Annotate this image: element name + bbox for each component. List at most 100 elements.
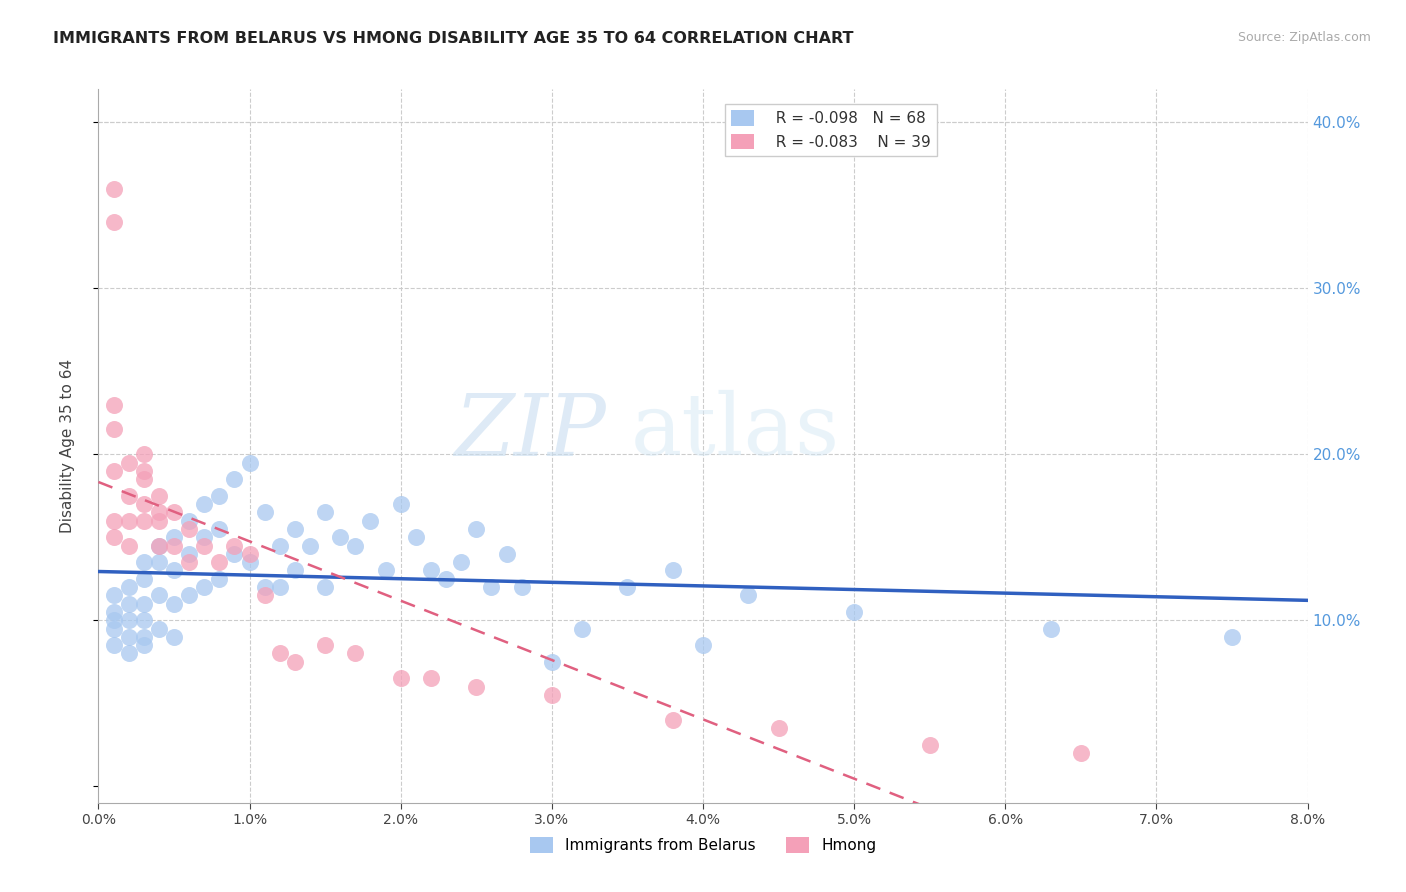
Point [148, 622, 170, 636]
Point [132, 630, 155, 644]
Point [918, 738, 941, 752]
Point [103, 422, 125, 436]
Point [118, 613, 141, 627]
Point [118, 647, 141, 661]
Point [405, 530, 427, 544]
Point [314, 580, 336, 594]
Point [132, 472, 155, 486]
Point [253, 505, 276, 519]
Point [1039, 622, 1062, 636]
Point [148, 489, 170, 503]
Point [132, 613, 155, 627]
Text: atlas: atlas [630, 390, 839, 474]
Point [193, 580, 215, 594]
Point [208, 522, 231, 536]
Point [1070, 746, 1092, 760]
Point [224, 547, 246, 561]
Point [269, 647, 291, 661]
Point [465, 522, 488, 536]
Point [193, 539, 215, 553]
Point [103, 605, 125, 619]
Point [465, 680, 488, 694]
Point [163, 530, 186, 544]
Point [148, 555, 170, 569]
Point [314, 505, 336, 519]
Point [148, 588, 170, 602]
Point [208, 489, 231, 503]
Point [118, 580, 141, 594]
Point [344, 539, 367, 553]
Point [616, 580, 638, 594]
Point [179, 555, 201, 569]
Point [314, 638, 336, 652]
Point [132, 447, 155, 461]
Point [344, 647, 367, 661]
Point [132, 597, 155, 611]
Point [163, 597, 186, 611]
Point [103, 613, 125, 627]
Point [571, 622, 593, 636]
Point [103, 530, 125, 544]
Point [284, 522, 307, 536]
Legend: Immigrants from Belarus, Hmong: Immigrants from Belarus, Hmong [523, 831, 883, 859]
Point [329, 530, 352, 544]
Point [193, 530, 215, 544]
Point [179, 514, 201, 528]
Point [148, 505, 170, 519]
Point [118, 597, 141, 611]
Point [179, 588, 201, 602]
Point [253, 580, 276, 594]
Point [148, 514, 170, 528]
Point [540, 655, 562, 669]
Point [540, 688, 562, 702]
Point [103, 464, 125, 478]
Point [103, 588, 125, 602]
Point [239, 456, 262, 470]
Point [103, 514, 125, 528]
Point [239, 555, 262, 569]
Text: IMMIGRANTS FROM BELARUS VS HMONG DISABILITY AGE 35 TO 64 CORRELATION CHART: IMMIGRANTS FROM BELARUS VS HMONG DISABIL… [53, 31, 853, 46]
Point [481, 580, 503, 594]
Point [239, 547, 262, 561]
Point [224, 472, 246, 486]
Point [389, 671, 412, 685]
Point [284, 655, 307, 669]
Point [269, 580, 291, 594]
Point [103, 622, 125, 636]
Point [163, 505, 186, 519]
Point [269, 539, 291, 553]
Point [450, 555, 472, 569]
Point [103, 397, 125, 411]
Point [224, 539, 246, 553]
Point [661, 564, 683, 578]
Point [148, 539, 170, 553]
Point [163, 539, 186, 553]
Point [420, 671, 443, 685]
Point [253, 588, 276, 602]
Point [132, 638, 155, 652]
Point [132, 555, 155, 569]
Point [118, 539, 141, 553]
Point [148, 539, 170, 553]
Point [208, 572, 231, 586]
Point [389, 497, 412, 511]
Point [118, 514, 141, 528]
Point [163, 630, 186, 644]
Point [103, 215, 125, 229]
Point [737, 588, 759, 602]
Point [118, 489, 141, 503]
Point [495, 547, 517, 561]
Text: Source: ZipAtlas.com: Source: ZipAtlas.com [1237, 31, 1371, 45]
Point [360, 514, 382, 528]
Point [132, 514, 155, 528]
Point [299, 539, 322, 553]
Point [132, 497, 155, 511]
Point [118, 456, 141, 470]
Point [768, 721, 790, 735]
Point [163, 564, 186, 578]
Point [132, 572, 155, 586]
Point [434, 572, 457, 586]
Point [179, 547, 201, 561]
Point [103, 638, 125, 652]
Text: ZIP: ZIP [454, 391, 606, 473]
